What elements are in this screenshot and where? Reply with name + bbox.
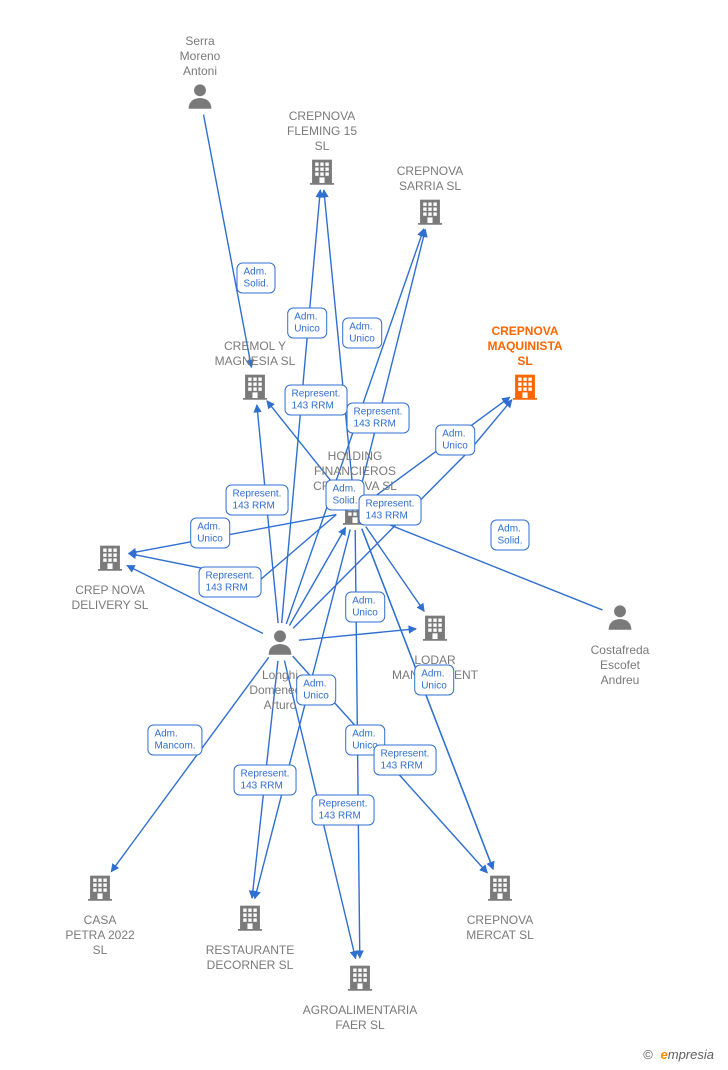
node-maquinista[interactable]: CREPNOVA MAQUINISTA SL	[465, 320, 585, 408]
building-icon	[508, 390, 542, 407]
edge-label: Represent. 143 RRM	[312, 795, 375, 826]
building-icon	[93, 561, 127, 578]
edge-label: Adm. Unico	[414, 665, 454, 696]
edge-label: Adm. Unico	[296, 675, 336, 706]
node-sarria[interactable]: CREPNOVA SARRIA SL	[370, 160, 490, 233]
edge	[362, 529, 493, 870]
edge-label: Adm. Unico	[287, 308, 327, 339]
edge-label: Adm. Mancom.	[147, 725, 202, 756]
person-icon	[263, 646, 297, 663]
node-agro[interactable]: AGROALIMENTARIA FAER SL	[300, 960, 420, 1033]
edge-label: Represent. 143 RRM	[226, 485, 289, 516]
building-icon	[238, 390, 272, 407]
edge-label: Represent. 143 RRM	[285, 385, 348, 416]
footer-brand: empresia	[661, 1047, 714, 1062]
footer: © empresia	[643, 1047, 714, 1062]
building-icon	[305, 175, 339, 192]
node-fleming[interactable]: CREPNOVA FLEMING 15 SL	[262, 105, 382, 193]
copyright-symbol: ©	[643, 1047, 653, 1062]
edge	[362, 529, 493, 870]
person-icon	[183, 100, 217, 117]
person-icon	[603, 621, 637, 638]
node-costafreda[interactable]: Costafreda Escofet Andreu	[560, 600, 680, 688]
edge-label: Adm. Unico	[345, 592, 385, 623]
edge	[289, 527, 345, 625]
edge-label: Represent. 143 RRM	[199, 567, 262, 598]
node-label: AGROALIMENTARIA FAER SL	[300, 1003, 420, 1033]
building-icon	[233, 921, 267, 938]
building-icon	[83, 891, 117, 908]
node-restaurante[interactable]: RESTAURANTE DECORNER SL	[190, 900, 310, 973]
edge-label: Represent. 143 RRM	[347, 403, 410, 434]
node-label: CREPNOVA MERCAT SL	[440, 913, 560, 943]
node-label: CREPNOVA FLEMING 15 SL	[262, 109, 382, 154]
node-label: CREP NOVA DELIVERY SL	[50, 583, 170, 613]
node-delivery[interactable]: CREP NOVA DELIVERY SL	[50, 540, 170, 613]
building-icon	[483, 891, 517, 908]
edge-label: Represent. 143 RRM	[359, 495, 422, 526]
building-icon	[413, 215, 447, 232]
edge-label: Adm. Solid.	[490, 520, 529, 551]
edge-label: Represent. 143 RRM	[374, 745, 437, 776]
edge	[255, 529, 350, 898]
edge-label: Adm. Unico	[435, 425, 475, 456]
edge-label: Adm. Unico	[342, 318, 382, 349]
node-label: Serra Moreno Antoni	[140, 34, 260, 79]
building-icon	[343, 981, 377, 998]
edge-label: Adm. Unico	[190, 518, 230, 549]
node-serra[interactable]: Serra Moreno Antoni	[140, 30, 260, 118]
edge-label: Adm. Solid.	[236, 263, 275, 294]
node-mercat[interactable]: CREPNOVA MERCAT SL	[440, 870, 560, 943]
node-label: RESTAURANTE DECORNER SL	[190, 943, 310, 973]
building-icon	[418, 631, 452, 648]
edge-label: Represent. 143 RRM	[234, 765, 297, 796]
edge	[204, 115, 252, 368]
node-casa[interactable]: CASA PETRA 2022 SL	[40, 870, 160, 958]
node-label: CREMOL Y MAGNESIA SL	[195, 339, 315, 369]
node-label: CASA PETRA 2022 SL	[40, 913, 160, 958]
node-label: CREPNOVA MAQUINISTA SL	[465, 324, 585, 369]
node-label: Costafreda Escofet Andreu	[560, 643, 680, 688]
node-label: CREPNOVA SARRIA SL	[370, 164, 490, 194]
